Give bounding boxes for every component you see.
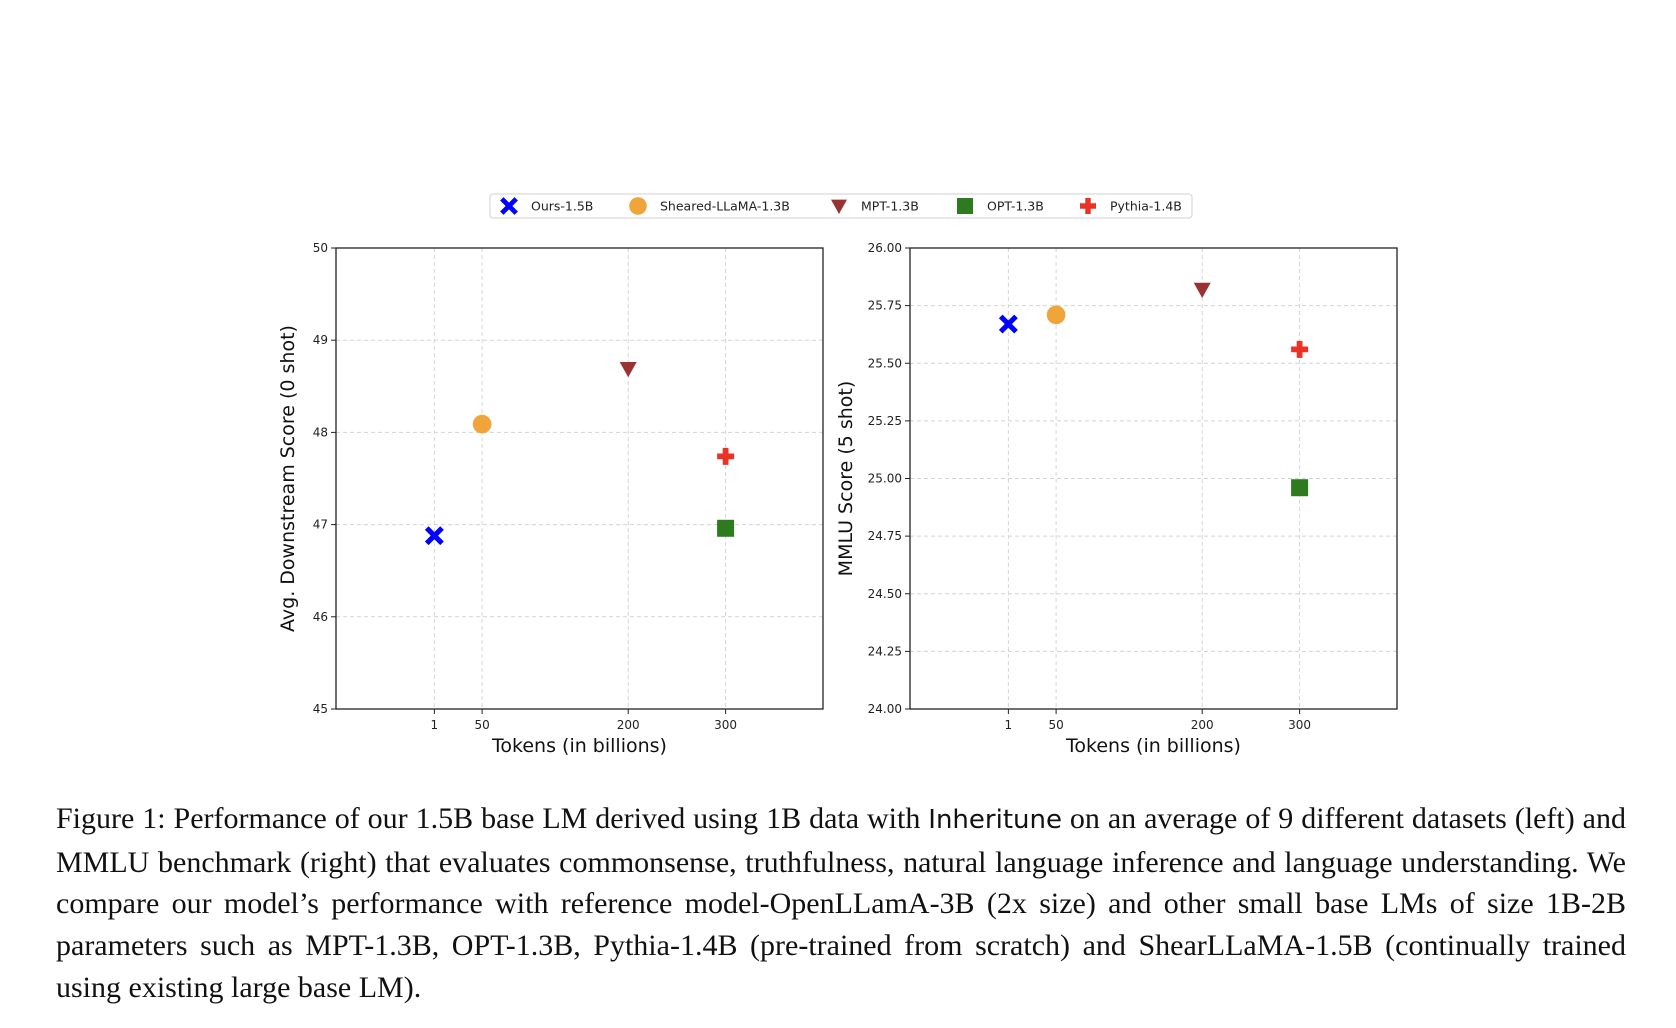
- data-point-pythia-1.4b: [1291, 340, 1309, 358]
- y-tick-label: 25.50: [868, 356, 902, 370]
- legend-marker: [500, 197, 518, 215]
- y-tick-label: 49: [313, 333, 328, 347]
- y-tick-label: 50: [313, 241, 328, 255]
- data-point-opt-1.3b: [1291, 479, 1309, 497]
- data-point-sheared-llama-1.3b: [472, 414, 492, 434]
- y-axis-label: MMLU Score (5 shot): [835, 381, 857, 577]
- legend-marker: [831, 199, 847, 214]
- data-point-mpt-1.3b: [619, 361, 637, 378]
- y-tick-label: 47: [313, 518, 328, 532]
- y-tick-label: 24.00: [868, 702, 902, 716]
- x-axis-label: Tokens (in billions): [491, 735, 667, 757]
- legend-item-ours-1.5b: Ours-1.5B: [500, 197, 593, 215]
- legend-label: Ours-1.5B: [531, 199, 593, 214]
- legend-label: Pythia-1.4B: [1110, 199, 1182, 214]
- legend-marker: [1080, 198, 1096, 214]
- x-tick-label: 1: [431, 718, 439, 732]
- x-tick-label: 200: [617, 718, 640, 732]
- data-point-pythia-1.4b: [717, 447, 735, 465]
- legend-item-opt-1.3b: OPT-1.3B: [957, 198, 1044, 214]
- y-tick-label: 24.75: [868, 529, 902, 543]
- legend-item-pythia-1.4b: Pythia-1.4B: [1080, 198, 1182, 214]
- legend-marker: [957, 198, 973, 214]
- data-point-opt-1.3b: [717, 519, 735, 537]
- legend: Ours-1.5B Sheared-LLaMA-1.3B MPT-1.3B OPT-1…: [489, 193, 1193, 219]
- caption-prefix: Figure 1: Performance of our 1.5B base L…: [56, 802, 929, 835]
- data-point-ours-1.5b: [424, 526, 444, 546]
- legend-label: MPT-1.3B: [861, 199, 919, 214]
- x-tick-label: 300: [1288, 718, 1311, 732]
- data-point-mpt-1.3b: [1193, 282, 1211, 298]
- x-tick-label: 50: [1048, 718, 1063, 732]
- data-point-ours-1.5b-stroke: [424, 526, 444, 546]
- x-tick-label: 50: [474, 718, 489, 732]
- y-tick-label: 25.25: [868, 414, 902, 428]
- y-tick-label: 46: [313, 610, 328, 624]
- caption-method-name: Inheritune: [928, 805, 1062, 835]
- y-tick-label: 25.00: [868, 472, 902, 486]
- y-tick-label: 25.75: [868, 299, 902, 313]
- caption-suffix: on an average of 9 different datasets (l…: [56, 802, 1627, 1004]
- x-tick-label: 300: [714, 718, 737, 732]
- x-tick-label: 200: [1191, 718, 1214, 732]
- data-point-ours-1.5b-stroke: [998, 314, 1018, 334]
- legend-item-mpt-1.3b: MPT-1.3B: [831, 199, 919, 214]
- figure-caption: Figure 1: Performance of our 1.5B base L…: [56, 798, 1626, 1009]
- data-point-sheared-llama-1.3b: [1046, 305, 1066, 325]
- y-tick-label: 48: [313, 425, 328, 439]
- y-axis-label: Avg. Downstream Score (0 shot): [277, 325, 299, 632]
- figure: Ours-1.5B Sheared-LLaMA-1.3B MPT-1.3B OPT-1…: [277, 193, 1398, 757]
- y-tick-label: 24.50: [868, 587, 902, 601]
- y-tick-label: 24.25: [868, 644, 902, 658]
- x-tick-label: 1: [1005, 718, 1013, 732]
- x-axis-label: Tokens (in billions): [1065, 735, 1241, 757]
- legend-label: Sheared-LLaMA-1.3B: [660, 199, 790, 214]
- legend-marker: [629, 197, 647, 215]
- legend-marker-stroke: [500, 197, 518, 215]
- legend-label: OPT-1.3B: [987, 199, 1044, 214]
- y-tick-label: 26.00: [868, 241, 902, 255]
- axes-frame: [335, 247, 824, 710]
- y-tick-label: 45: [313, 702, 328, 716]
- legend-item-sheared-llama-1.3b: Sheared-LLaMA-1.3B: [629, 197, 790, 215]
- right-chart: 1 50 200 300 24.00 24.25 24.50 24.75 25.00 25.25 2…: [835, 241, 1398, 757]
- data-point-ours-1.5b: [998, 314, 1018, 334]
